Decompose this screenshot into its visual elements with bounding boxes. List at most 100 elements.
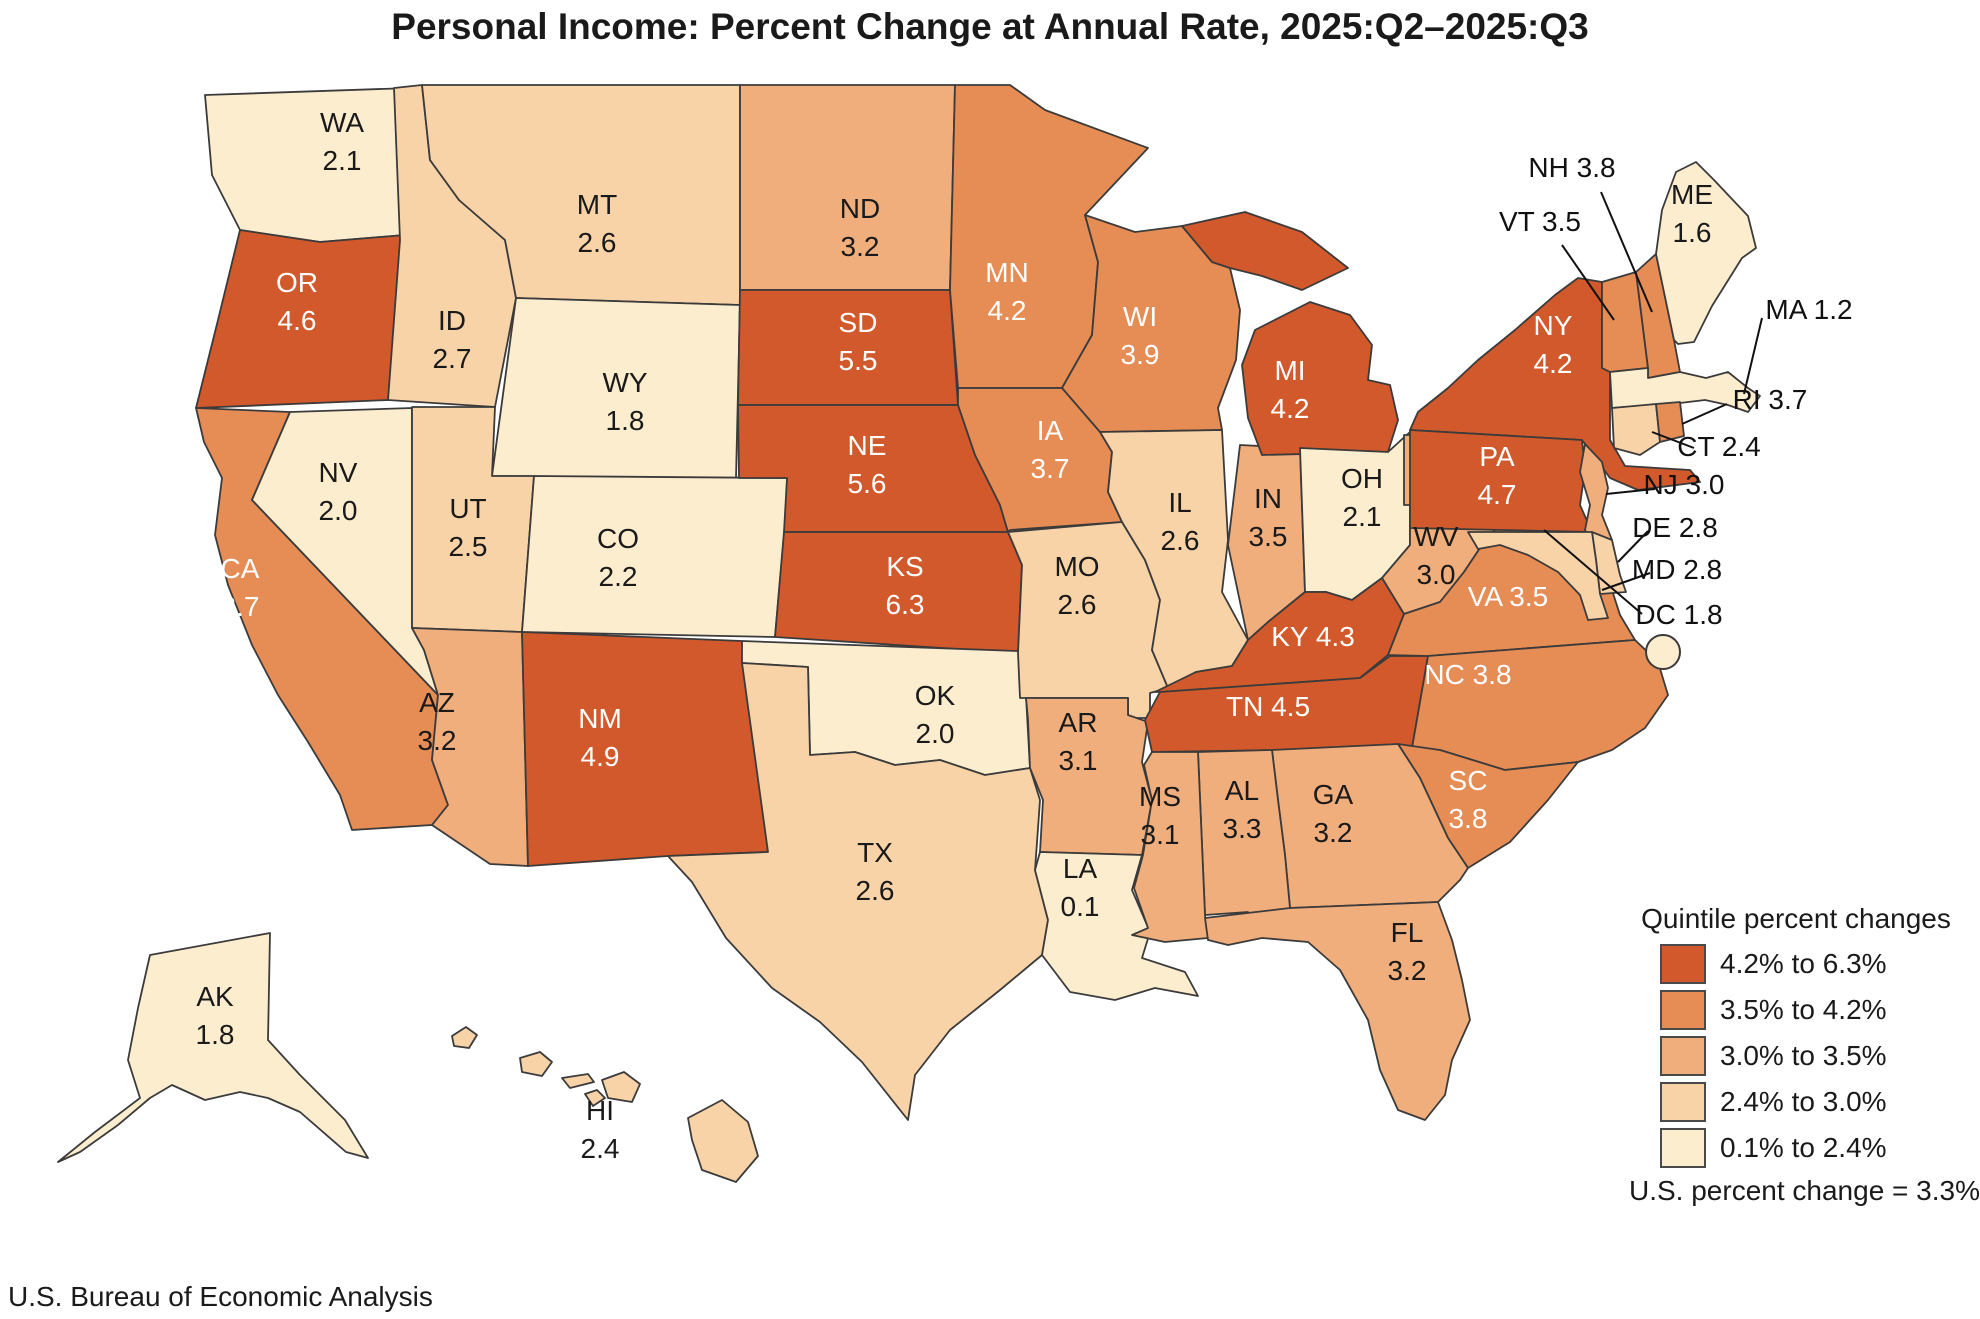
callout-line-DE bbox=[1617, 530, 1649, 563]
state-label-KS: KS 6.3 bbox=[886, 551, 925, 620]
state-label-MS: MS 3.1 bbox=[1139, 781, 1181, 850]
state-label-IA: IA 3.7 bbox=[1031, 415, 1070, 484]
state-label-CO: CO 2.2 bbox=[597, 523, 639, 592]
callout-line-RI bbox=[1681, 403, 1728, 425]
callout-label-NH: NH 3.8 bbox=[1528, 152, 1615, 183]
state-label-VA: VA 3.5 bbox=[1468, 581, 1548, 612]
state-label-OH: OH 2.1 bbox=[1341, 463, 1383, 532]
state-label-GA: GA 3.2 bbox=[1313, 779, 1354, 848]
callout-line-MA bbox=[1743, 317, 1763, 395]
state-label-OR: OR 4.6 bbox=[276, 267, 318, 336]
state-AK bbox=[57, 932, 369, 1163]
legend-title: Quintile percent changes bbox=[1641, 903, 1951, 934]
state-label-FL: FL 3.2 bbox=[1388, 917, 1427, 986]
state-label-ME: ME 1.6 bbox=[1671, 179, 1713, 248]
state-label-PA: PA 4.7 bbox=[1478, 441, 1517, 510]
state-HI bbox=[451, 1026, 759, 1183]
state-label-NM: NM 4.9 bbox=[578, 703, 622, 772]
state-NM bbox=[521, 631, 769, 867]
state-label-WA: WA 2.1 bbox=[320, 107, 364, 176]
state-CT bbox=[1611, 403, 1661, 456]
callout-label-NJ: NJ 3.0 bbox=[1644, 469, 1725, 500]
callout-line-DC bbox=[1543, 529, 1643, 615]
state-label-ID: ID 2.7 bbox=[433, 305, 472, 374]
legend-row-1: 4.2% to 6.3% bbox=[1660, 944, 1980, 984]
state-FL bbox=[1204, 901, 1471, 1121]
state-label-AZ: AZ 3.2 bbox=[418, 687, 457, 756]
state-MI bbox=[1181, 211, 1399, 456]
callout-label-VT: VT 3.5 bbox=[1499, 206, 1581, 237]
state-MS bbox=[1131, 751, 1209, 943]
state-label-AK: AK 1.8 bbox=[196, 981, 235, 1050]
state-LA bbox=[1034, 851, 1199, 1001]
state-label-KY: KY 4.3 bbox=[1271, 621, 1355, 652]
legend-swatch-2 bbox=[1660, 990, 1706, 1030]
state-label-IL: IL 2.6 bbox=[1161, 487, 1200, 556]
callout-label-MD: MD 2.8 bbox=[1632, 554, 1722, 585]
states-group bbox=[57, 84, 1761, 1183]
state-CO bbox=[521, 475, 790, 638]
legend-row-2: 3.5% to 4.2% bbox=[1660, 990, 1980, 1030]
state-ME bbox=[1655, 161, 1757, 345]
legend-swatch-1 bbox=[1660, 944, 1706, 984]
state-label-AR: AR 3.1 bbox=[1059, 707, 1098, 776]
state-RI bbox=[1655, 401, 1685, 443]
callout-label-DC: DC 1.8 bbox=[1635, 599, 1722, 630]
legend-row-3: 3.0% to 3.5% bbox=[1660, 1036, 1980, 1076]
callout-label-CT: CT 2.4 bbox=[1677, 431, 1761, 462]
legend-row-label-4: 2.4% to 3.0% bbox=[1720, 1086, 1887, 1117]
source-attribution: U.S. Bureau of Economic Analysis bbox=[8, 1281, 433, 1312]
legend-row-5: 0.1% to 2.4% bbox=[1660, 1128, 1980, 1168]
state-label-HI: HI 2.4 bbox=[581, 1095, 620, 1164]
legend-swatch-5 bbox=[1660, 1128, 1706, 1168]
legend-rows: 4.2% to 6.3% 3.5% to 4.2% 3.0% to 3.5% 2.4%… bbox=[1612, 944, 1980, 1168]
callout-line-NH bbox=[1600, 191, 1653, 313]
state-label-OK: OK 2.0 bbox=[915, 680, 956, 749]
legend-row-label-5: 0.1% to 2.4% bbox=[1720, 1132, 1887, 1163]
legend-row-label-1: 4.2% to 6.3% bbox=[1720, 948, 1887, 979]
legend: Quintile percent changes 4.2% to 6.3% 3.5… bbox=[1612, 903, 1980, 1207]
state-label-LA: LA 0.1 bbox=[1061, 853, 1100, 922]
state-label-ND: ND 3.2 bbox=[840, 193, 880, 262]
state-label-MN: MN 4.2 bbox=[985, 257, 1029, 326]
state-label-MT: MT 2.6 bbox=[577, 189, 617, 258]
callouts-group: NH 3.8 VT 3.5 MA 1.2 RI 3.7 CT 2.4 NJ 3.0 DE 2… bbox=[1499, 152, 1853, 670]
state-label-IN: IN 3.5 bbox=[1249, 483, 1288, 552]
state-label-NY: NY 4.2 bbox=[1534, 310, 1573, 379]
callout-label-MA: MA 1.2 bbox=[1765, 294, 1852, 325]
state-TX bbox=[667, 662, 1049, 1121]
state-label-UT: UT 2.5 bbox=[449, 493, 488, 562]
state-label-WI: WI 3.9 bbox=[1121, 301, 1160, 370]
state-label-NE: NE 5.6 bbox=[848, 430, 887, 499]
state-label-WV: WV 3.0 bbox=[1413, 521, 1458, 590]
legend-swatch-4 bbox=[1660, 1082, 1706, 1122]
legend-row-4: 2.4% to 3.0% bbox=[1660, 1082, 1980, 1122]
state-label-TX: TX 2.6 bbox=[856, 837, 895, 906]
state-PA bbox=[1409, 429, 1593, 533]
state-label-CA: CA 3.7 bbox=[221, 553, 260, 622]
callout-line-CT bbox=[1651, 431, 1695, 449]
state-MA bbox=[1609, 367, 1761, 413]
callout-line-NJ bbox=[1605, 488, 1656, 495]
page-title: Personal Income: Percent Change at Annua… bbox=[391, 6, 1589, 47]
legend-row-label-2: 3.5% to 4.2% bbox=[1720, 994, 1887, 1025]
state-label-TN: TN 4.5 bbox=[1226, 691, 1310, 722]
state-label-SC: SC 3.8 bbox=[1449, 765, 1488, 834]
callout-line-VT bbox=[1561, 244, 1615, 321]
state-label-WY: WY 1.8 bbox=[602, 367, 647, 436]
legend-swatch-3 bbox=[1660, 1036, 1706, 1076]
labels-group: WA 2.1 OR 4.6 CA 3.7 NV 2.0 ID 2.7 MT 2.6 WY 1.8 UT 2.5… bbox=[196, 107, 1713, 1164]
state-WA bbox=[204, 87, 411, 243]
legend-us-note: U.S. percent change = 3.3% bbox=[1629, 1175, 1980, 1206]
state-label-SD: SD 5.5 bbox=[839, 307, 878, 376]
callout-label-DE: DE 2.8 bbox=[1632, 512, 1718, 543]
state-label-NV: NV 2.0 bbox=[319, 457, 358, 526]
state-label-NC: NC 3.8 bbox=[1424, 659, 1511, 690]
state-label-AL: AL 3.3 bbox=[1223, 775, 1262, 844]
legend-row-label-3: 3.0% to 3.5% bbox=[1720, 1040, 1887, 1071]
dc-inset-circle bbox=[1645, 634, 1681, 670]
state-label-MO: MO 2.6 bbox=[1054, 551, 1099, 620]
callout-label-RI: RI 3.7 bbox=[1733, 384, 1808, 415]
state-label-MI: MI 4.2 bbox=[1271, 355, 1310, 424]
